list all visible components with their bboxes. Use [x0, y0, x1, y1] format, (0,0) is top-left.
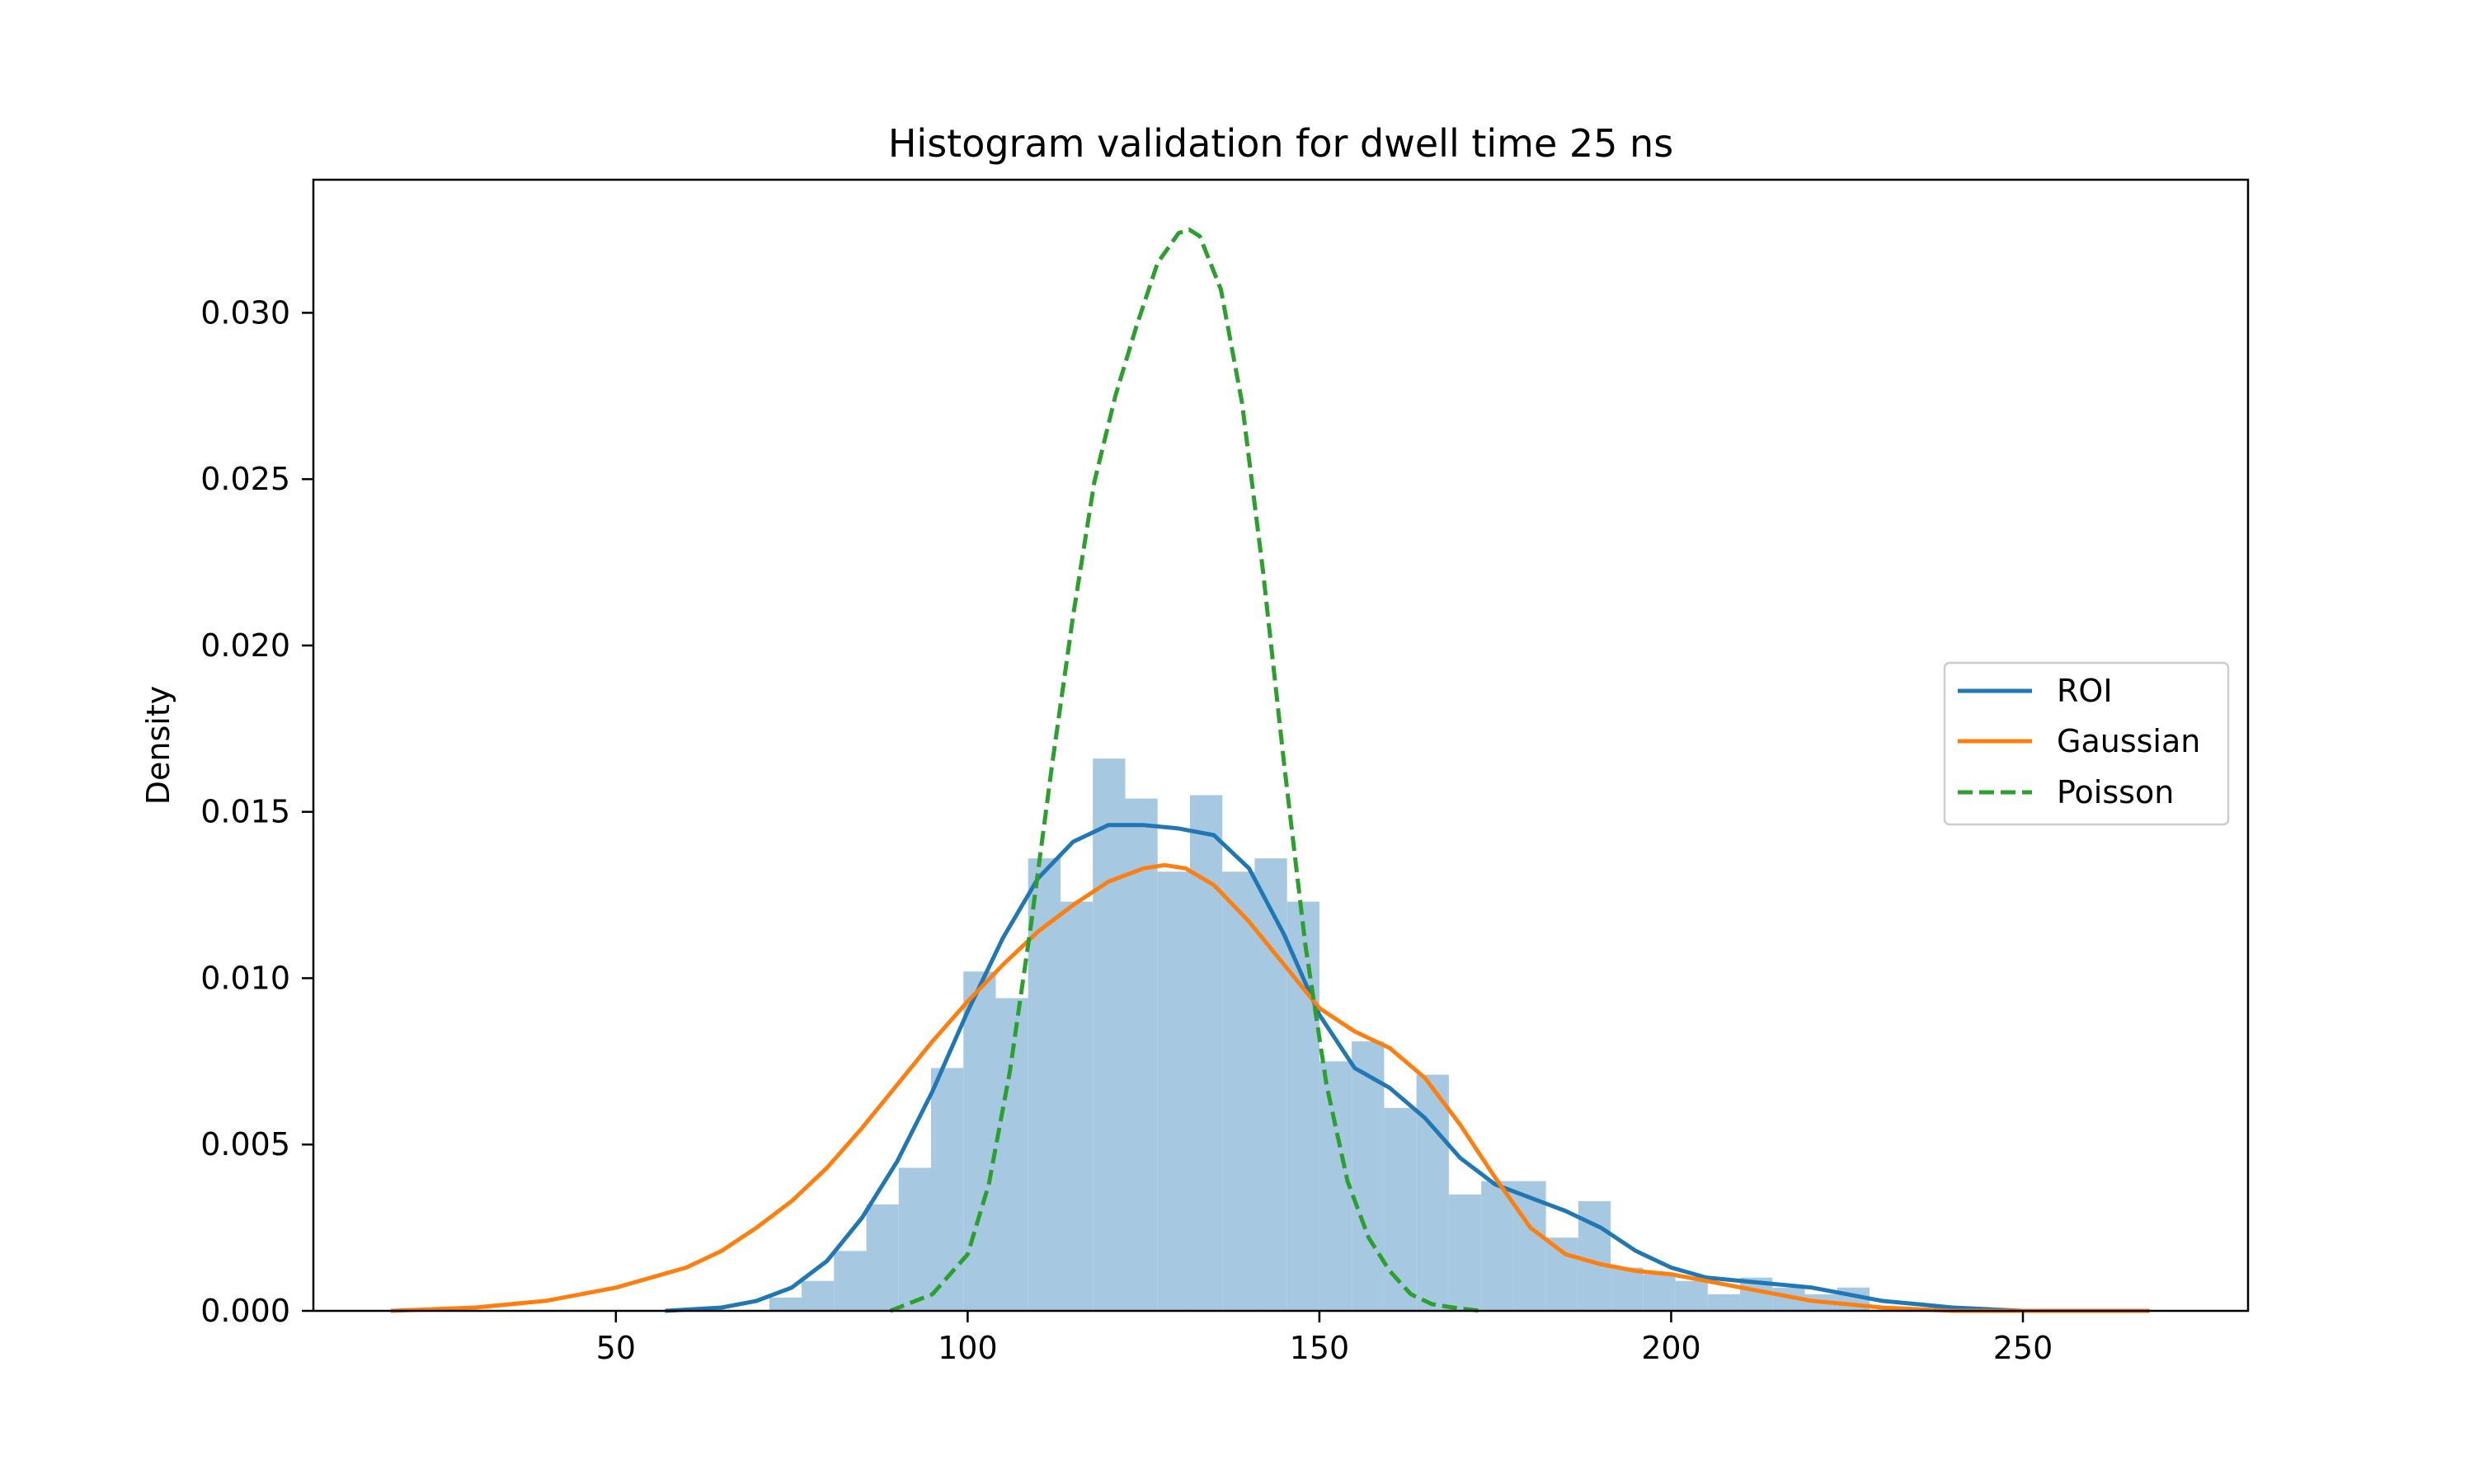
x-tick-label: 250 [1993, 1330, 2053, 1366]
histogram-bar [931, 1068, 964, 1311]
x-tick-label: 150 [1290, 1330, 1350, 1366]
histogram-bar [1416, 1074, 1449, 1311]
histogram-bar [1545, 1237, 1578, 1311]
histogram-bar [1254, 858, 1287, 1311]
y-tick-label: 0.030 [200, 294, 290, 331]
series-line-poisson [889, 228, 1482, 1313]
y-axis-label: Density [140, 686, 176, 805]
series-line-gaussian [390, 862, 2150, 1313]
y-tick-label: 0.000 [200, 1293, 290, 1329]
y-tick-label: 0.005 [200, 1126, 290, 1162]
legend-label-roi: ROI [2057, 673, 2113, 709]
histogram-bar [898, 1167, 932, 1311]
histogram-bar [834, 1251, 867, 1311]
histogram-bar [769, 1297, 802, 1311]
plot-area [390, 228, 2150, 1313]
histogram-bar [1352, 1041, 1385, 1311]
histogram-bar [1643, 1274, 1676, 1311]
histogram-bar [1481, 1181, 1514, 1311]
histogram-bar [1286, 901, 1319, 1311]
histogram-bar [1448, 1194, 1482, 1311]
histogram-bar [802, 1280, 835, 1311]
x-tick-label: 200 [1641, 1330, 1701, 1366]
histogram-bar [1125, 798, 1158, 1311]
y-tick-label: 0.025 [200, 461, 290, 497]
y-tick-label: 0.010 [200, 960, 290, 996]
histogram-bar [866, 1204, 899, 1311]
series-line-roi [665, 823, 2150, 1313]
histogram-bar [1157, 871, 1190, 1311]
histogram-bar [963, 971, 996, 1311]
histogram-bar [1611, 1267, 1644, 1311]
histogram-bar [1707, 1294, 1741, 1311]
legend: ROI Gaussian Poisson [1943, 661, 2230, 826]
legend-label-gaussian: Gaussian [2057, 723, 2200, 759]
histogram-bar [1319, 1061, 1352, 1311]
x-tick-label: 100 [938, 1330, 998, 1366]
axes-frame [312, 178, 2250, 1313]
histogram-bar [1222, 871, 1255, 1311]
y-tick-label: 0.015 [200, 794, 290, 830]
histogram-bar [1060, 901, 1094, 1311]
y-tick-label: 0.020 [200, 627, 290, 664]
histogram-bar [1384, 1107, 1417, 1311]
y-axis: 0.000 0.005 0.010 0.015 0.020 0.025 0.030 [200, 294, 313, 1329]
histogram-bar [1093, 758, 1126, 1311]
chart-title: Histogram validation for dwell time 25 n… [888, 121, 1673, 166]
histogram-bar [1675, 1280, 1708, 1311]
legend-box [1943, 661, 2230, 826]
x-tick-label: 50 [596, 1330, 636, 1366]
legend-label-poisson: Poisson [2057, 774, 2174, 810]
density-curves [390, 228, 2150, 1313]
x-axis: 50 100 150 200 250 [596, 1311, 2053, 1366]
